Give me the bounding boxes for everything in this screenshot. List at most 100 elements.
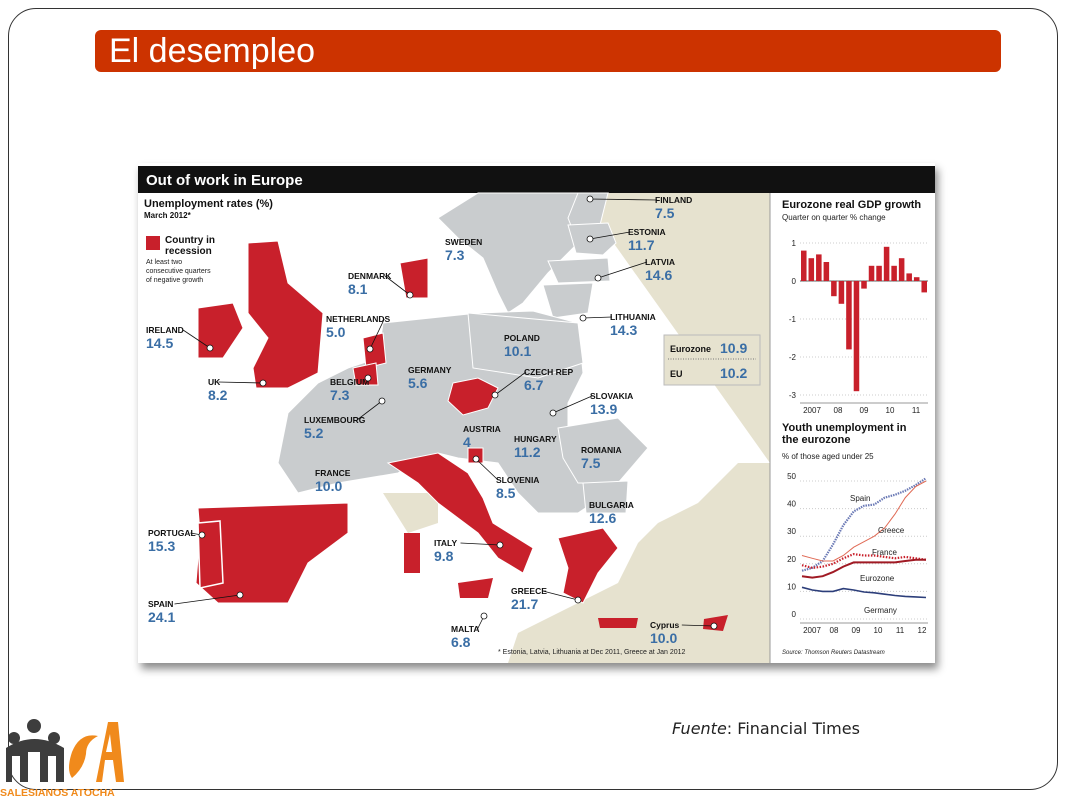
youth-series-line [801, 558, 926, 579]
country-name-label: BELGIUM [330, 377, 369, 387]
belgium-shape [352, 362, 379, 386]
north-africa-land [383, 493, 438, 533]
legend-desc-line3: of negative growth [146, 277, 203, 284]
country-marker [198, 531, 206, 539]
gdp-x-tick-label: 11 [912, 406, 921, 415]
country-leader-line [356, 400, 383, 421]
youth-series-label: Greece [878, 526, 905, 535]
youth-series-line [801, 552, 927, 570]
youth-x-tick-label: 10 [874, 626, 883, 635]
country-name-label: NETHERLANDS [326, 314, 391, 324]
gdp-x-tick-label: 08 [834, 406, 843, 415]
slide-title: El desempleo [109, 32, 316, 70]
country-value-label: 13.9 [590, 401, 617, 417]
gdp-x-tick-label: 10 [886, 406, 895, 415]
country-leader-line [589, 231, 631, 240]
gdp-chart-subtitle: Quarter on quarter % change [782, 213, 886, 222]
latvia-shape [547, 257, 611, 284]
country-leader-line [542, 590, 579, 601]
gdp-bar [801, 250, 807, 281]
gdp-y-tick-label: -2 [789, 353, 797, 362]
country-name-label: HUNGARY [514, 434, 557, 444]
eu-value: 10.2 [720, 365, 747, 381]
country-marker [206, 344, 214, 352]
country-value-label: 10.0 [315, 478, 342, 494]
infographic-svg: Out of work in Europe [138, 163, 935, 663]
country-leader-line [597, 261, 648, 279]
eu-average-box [663, 334, 761, 386]
gdp-bar [831, 281, 837, 297]
country-value-label: 11.7 [628, 237, 655, 253]
country-value-label: 8.5 [496, 485, 516, 501]
country-leader-line [582, 316, 613, 319]
gdp-bar [823, 262, 830, 281]
logo-text: SALESIANOS ATOCHA [0, 787, 115, 799]
gdp-x-tick-label: 2007 [803, 406, 821, 415]
country-value-label: 9.8 [434, 548, 454, 564]
logo-graphic: SALESIANOS ATOCHA [0, 719, 124, 799]
youth-series-label: Spain [850, 494, 870, 503]
gdp-bar [876, 265, 882, 281]
country-marker [710, 622, 718, 630]
gdp-y-tick-label: -1 [789, 315, 797, 324]
country-name-label: GREECE [511, 586, 547, 596]
ireland-shape [197, 302, 244, 359]
figure-header: Out of work in Europe [146, 172, 303, 189]
country-value-label: 24.1 [148, 609, 175, 625]
legend-title-line1: Country in [165, 235, 215, 246]
gdp-bar [868, 265, 875, 281]
country-name-label: LATVIA [645, 257, 675, 267]
gdp-y-tick-label: 0 [792, 277, 797, 286]
country-value-label: 11.2 [514, 444, 541, 460]
country-value-label: 14.6 [645, 267, 672, 283]
czech-shape [447, 377, 499, 416]
country-value-label: 8.2 [208, 387, 228, 403]
youth-y-tick-label: 30 [787, 527, 796, 536]
country-marker [579, 314, 587, 322]
crete-shape [598, 618, 638, 628]
country-leader-line [218, 381, 264, 384]
country-leader-line [369, 318, 385, 350]
gdp-bar [816, 254, 822, 281]
country-marker [378, 397, 386, 405]
country-value-label: 7.3 [445, 247, 465, 263]
sardinia-shape [404, 533, 420, 573]
country-name-label: POLAND [504, 333, 540, 343]
lithuania-shape [542, 282, 594, 319]
country-name-label: Cyprus [650, 620, 680, 630]
country-name-label: ROMANIA [581, 445, 622, 455]
youth-series-line [801, 586, 927, 599]
denmark-shape [399, 257, 429, 299]
youth-y-tick-label: 20 [787, 555, 796, 564]
country-name-label: DENMARK [348, 271, 392, 281]
gdp-bar [921, 281, 927, 293]
gdp-chart-title: Eurozone real GDP growth [782, 199, 921, 211]
country-value-label: 15.3 [148, 538, 175, 554]
country-leader-line [384, 275, 411, 296]
eurozone-label: Eurozone [670, 344, 711, 354]
youth-chart-source: Source: Thomson Reuters Datastream [782, 650, 885, 656]
country-value-label: 10.0 [650, 630, 677, 646]
right-panel [770, 193, 935, 663]
country-marker [364, 374, 372, 382]
slide-title-bar: El desempleo [95, 30, 1001, 72]
country-value-label: 4 [463, 434, 471, 450]
country-name-label: ITALY [434, 538, 457, 548]
country-value-label: 6.8 [451, 634, 471, 650]
italy-shape [386, 452, 534, 574]
country-labels: FINLAND7.5SWEDEN7.3ESTONIA11.7LATVIA14.6… [146, 195, 718, 650]
country-name-label: SPAIN [148, 599, 173, 609]
youth-x-tick-label: 08 [830, 626, 839, 635]
source-value: Financial Times [737, 719, 860, 738]
infographic-figure: Out of work in Europe [138, 163, 935, 663]
country-marker [491, 391, 499, 399]
legend-title-line2: recession [165, 246, 212, 257]
country-marker [406, 291, 414, 299]
country-name-label: AUSTRIA [463, 424, 501, 434]
country-name-label: FINLAND [655, 195, 692, 205]
country-marker [236, 591, 244, 599]
youth-y-tick-label: 50 [787, 472, 796, 481]
youth-y-tick-label: 40 [787, 500, 796, 509]
map-date-note: March 2012* [144, 211, 192, 220]
youth-chart-title-line1: Youth unemployment in [782, 422, 907, 434]
